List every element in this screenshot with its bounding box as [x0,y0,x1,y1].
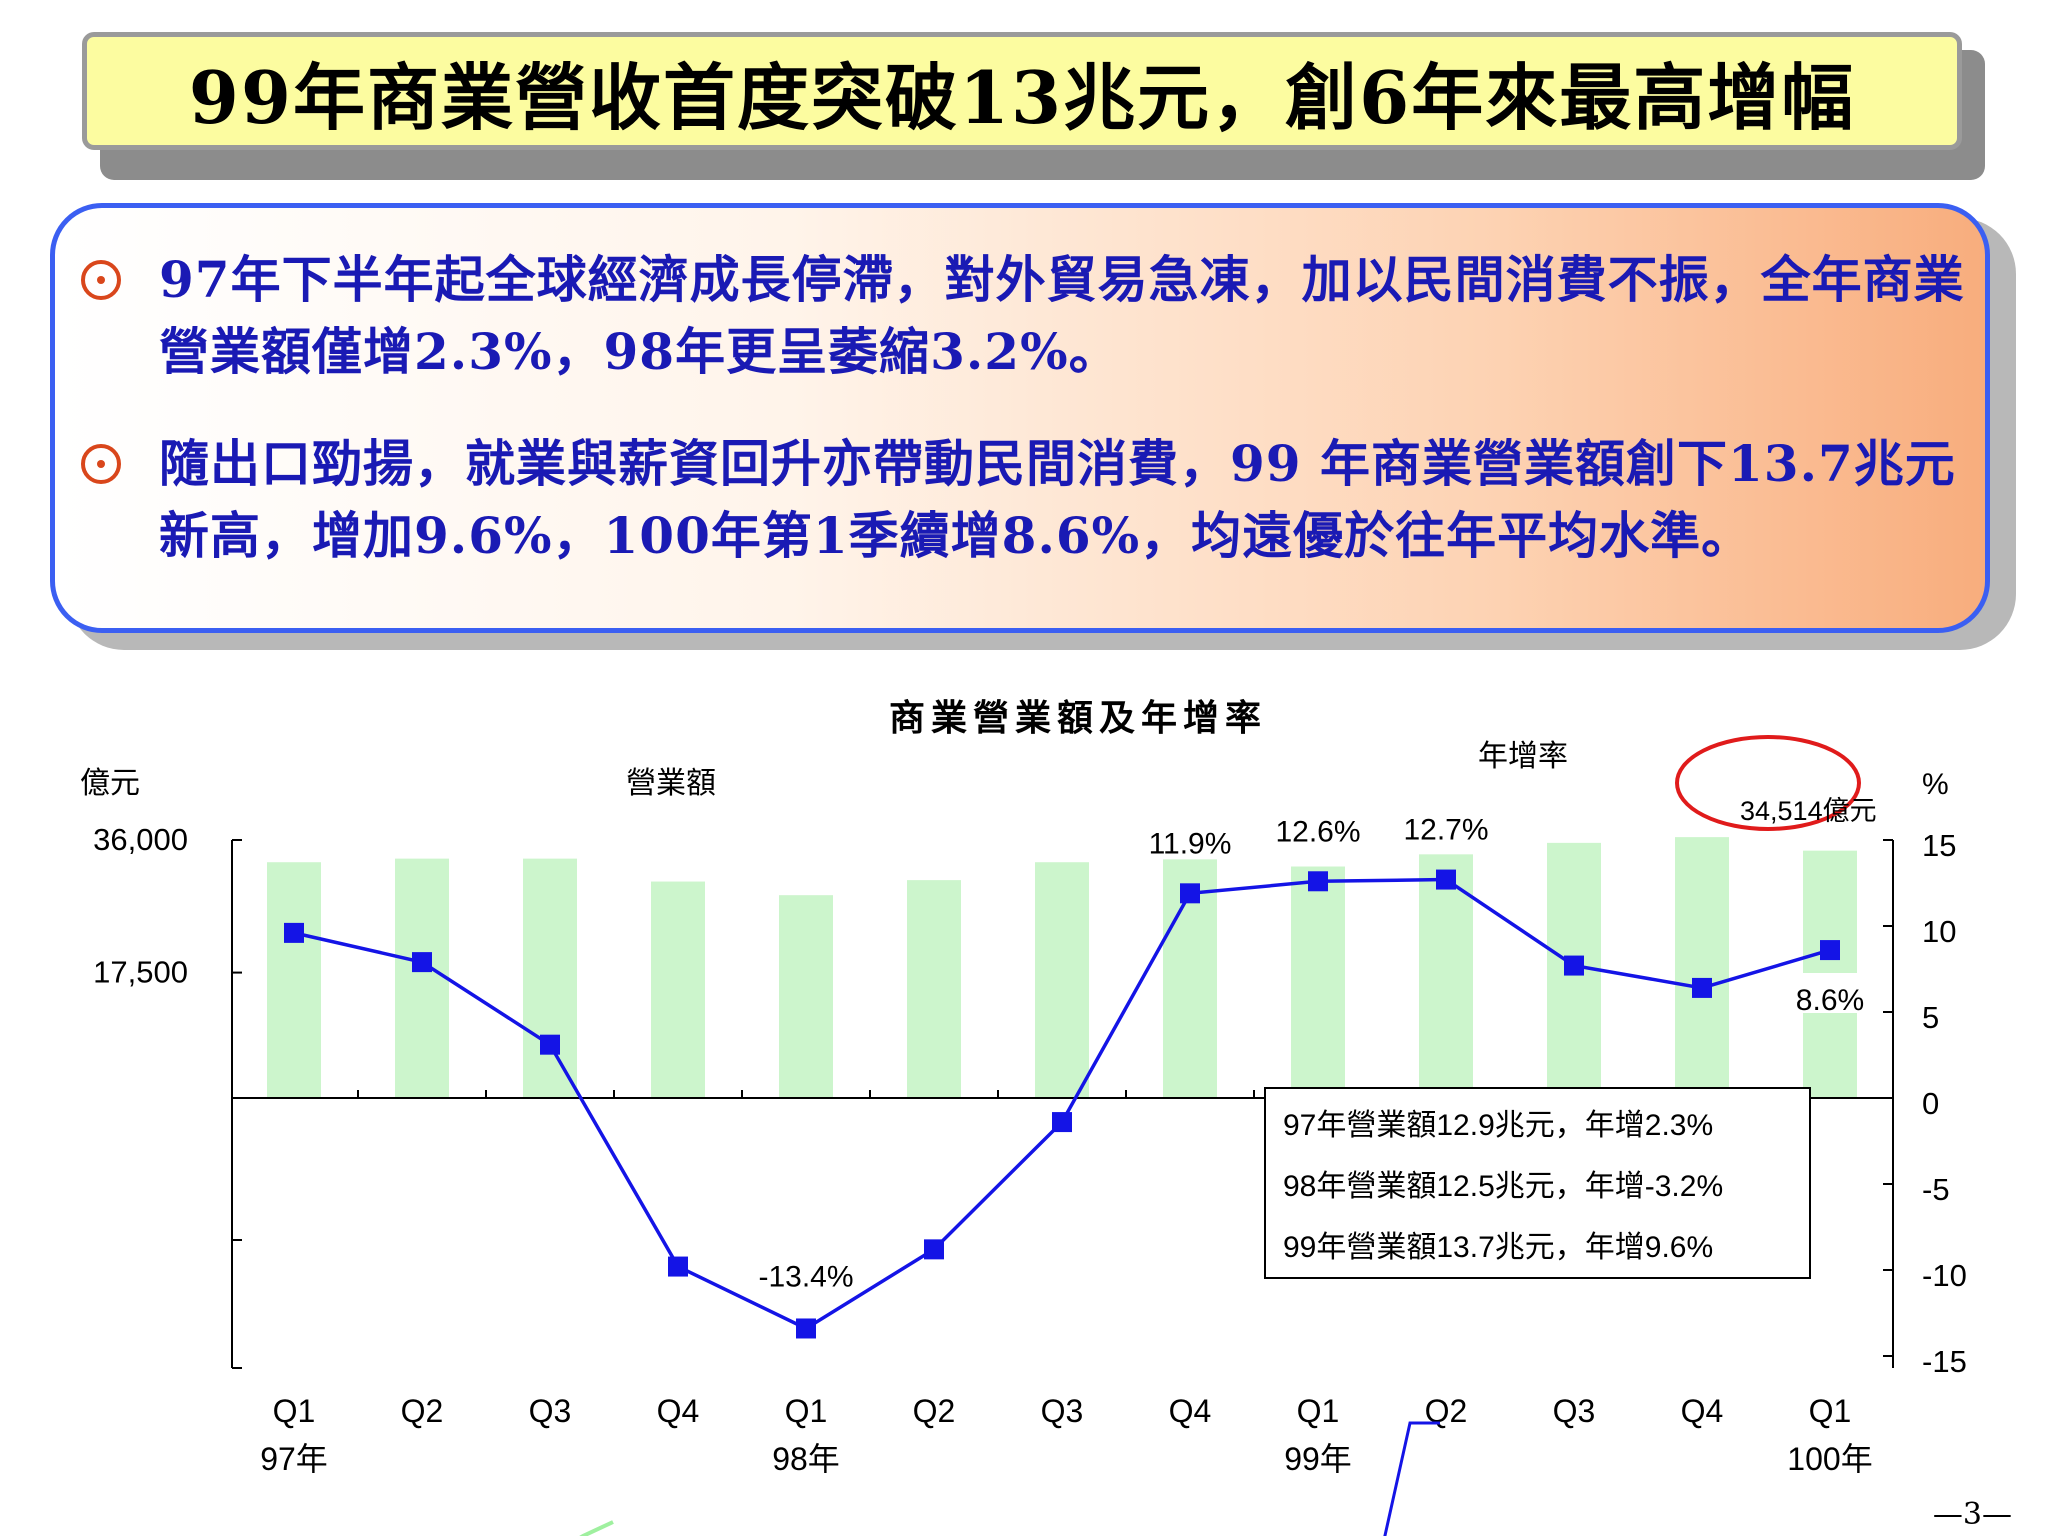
summary-bullet-text: 隨出口勁揚，就業與薪資回升亦帶動民間消費，99 年商業營業額創下13.7兆元新高… [159,434,1956,565]
revenue-growth-chart: 商業營業額及年增率 億元 % 36,000 17,500 15 10 5 0 -5 -10 -1… [80,697,1967,1536]
highlight-circle [1675,735,1861,831]
x-axis-tick-label: Q1 [1809,1393,1852,1429]
growth-rate-point [1820,940,1840,961]
revenue-bar [267,862,321,1098]
x-axis-tick-label: Q1 [785,1393,828,1429]
x-axis-tick-label: Q2 [913,1393,956,1429]
line-series-label: 年增率 [1478,739,1568,774]
right-axis-unit: % [1922,768,1949,801]
growth-data-label: 12.6% [1275,815,1360,848]
x-axis-year-label: 100年 [1787,1441,1872,1477]
revenue-bar [779,895,833,1098]
x-axis-tick-label: Q2 [401,1393,444,1429]
summary-bullet-1: 97年下半年起全球經濟成長停滯，對外貿易急凍，加以民間消費不振，全年商業營業額僅… [81,244,1965,388]
growth-rate-point [1436,869,1456,890]
annual-summary-line: 98年營業額12.5兆元，年增-3.2% [1283,1170,1723,1203]
revenue-bar [651,881,705,1098]
circle-dot-bullet-icon [81,260,121,300]
summary-bullet-2: 隨出口勁揚，就業與薪資回升亦帶動民間消費，99 年商業營業額創下13.7兆元新高… [81,428,1965,572]
page-number: —3— [1932,1497,2012,1532]
annual-summary-box [1264,1087,1811,1279]
revenue-bar [907,880,961,1098]
line-series-callout-line [1383,1421,1440,1536]
growth-rate-point [540,1034,560,1055]
x-axis-tick-label: Q3 [1553,1393,1596,1429]
growth-rate-point [1308,871,1328,892]
right-axis-tick-label: -15 [1922,1344,1967,1379]
growth-rate-point [1692,977,1712,998]
x-axis-year-label: 98年 [772,1441,840,1477]
x-axis-year-label: 97年 [260,1441,328,1477]
x-axis-tick-label: Q4 [657,1393,700,1429]
growth-data-label: 12.7% [1403,814,1488,847]
growth-rate-point [796,1318,816,1339]
right-axis-tick-label: 0 [1922,1086,1939,1121]
summary-box: 97年下半年起全球經濟成長停滯，對外貿易急凍，加以民間消費不振，全年商業營業額僅… [50,203,1990,633]
growth-rate-point [668,1256,688,1277]
annual-summary-line: 99年營業額13.7兆元，年增9.6% [1283,1231,1713,1264]
growth-data-label: 11.9% [1149,827,1232,860]
chart-title: 商業營業額及年增率 [889,697,1267,739]
x-axis-tick-label: Q1 [273,1393,316,1429]
x-axis-tick-label: Q1 [1297,1393,1340,1429]
left-axis-tick-label: 17,500 [93,955,188,990]
growth-rate-point [412,952,432,973]
annual-summary-line: 97年營業額12.9兆元，年增2.3% [1283,1109,1713,1142]
growth-rate-point [924,1239,944,1260]
right-axis-tick-label: 15 [1922,828,1956,863]
bar-series-callout-line [579,1520,614,1536]
growth-line-layer [284,869,1840,1339]
left-axis-tick-label: 36,000 [93,822,188,857]
right-axis-tick-label: -5 [1922,1172,1950,1207]
growth-rate-point [1180,883,1200,904]
growth-data-label: -13.4% [758,1260,853,1293]
left-axis-unit: 億元 [80,766,140,801]
latest-value-label: 34,514億元 [1740,796,1877,826]
right-axis-tick-label: -10 [1922,1258,1967,1293]
bars-layer [267,837,1857,1098]
bar-series-label: 營業額 [626,766,716,801]
data-label-backdrop [1801,973,1859,1013]
page-title: 99年商業營收首度突破13兆元，創6年來最高增幅 [82,32,1962,150]
right-axis-tick-label: 5 [1922,1000,1939,1035]
x-axis-tick-label: Q3 [1041,1393,1084,1429]
revenue-bar [1419,854,1473,1098]
growth-data-label: 8.6% [1796,984,1864,1017]
growth-rate-point [1564,955,1584,976]
growth-rate-point [1052,1112,1072,1133]
revenue-bar [1291,866,1345,1098]
circle-dot-bullet-icon [81,444,121,484]
growth-rate-point [284,922,304,943]
revenue-bar [1675,837,1729,1098]
x-axis-tick-label: Q4 [1169,1393,1212,1429]
revenue-bar [1035,862,1089,1098]
x-axis-tick-label: Q3 [529,1393,572,1429]
summary-bullet-text: 97年下半年起全球經濟成長停滯，對外貿易急凍，加以民間消費不振，全年商業營業額僅… [159,250,1965,381]
right-axis-tick-label: 10 [1922,914,1956,949]
revenue-bar [523,858,577,1098]
x-axis-tick-label: Q4 [1681,1393,1724,1429]
revenue-bar [395,858,449,1098]
x-axis-year-label: 99年 [1284,1441,1352,1477]
